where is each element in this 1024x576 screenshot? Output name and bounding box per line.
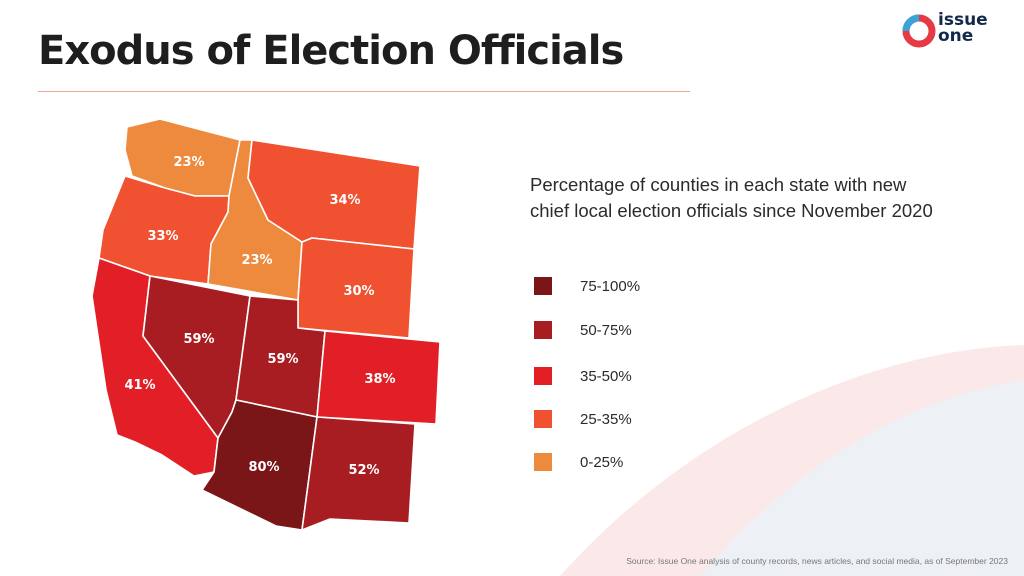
state-label-california: 41% [124, 378, 155, 393]
legend-label: 0-25% [580, 453, 624, 471]
state-colorado [316, 330, 441, 425]
state-label-new-mexico: 52% [348, 463, 379, 478]
state-label-nevada: 59% [183, 332, 214, 347]
legend-item-35-50: 35-50% [534, 366, 632, 386]
legend-swatch [534, 410, 552, 428]
legend-label: 50-75% [580, 321, 632, 339]
legend-label: 25-35% [580, 410, 632, 428]
state-label-idaho: 23% [241, 253, 272, 268]
legend-item-75-100: 75-100% [534, 276, 640, 296]
page-title: Exodus of Election Officials [38, 28, 624, 74]
title-divider [38, 91, 690, 92]
state-label-arizona: 80% [248, 460, 279, 475]
legend-item-25-35: 25-35% [534, 409, 632, 429]
state-label-colorado: 38% [364, 372, 395, 387]
issue-one-logo: issue one [902, 10, 1012, 56]
logo-word-one: one [938, 26, 974, 46]
logo-mark-icon [902, 14, 936, 48]
legend-swatch [534, 453, 552, 471]
logo-word-issue: issue [938, 10, 988, 30]
state-label-washington: 23% [173, 155, 204, 170]
state-label-oregon: 33% [147, 229, 178, 244]
state-label-montana: 34% [329, 193, 360, 208]
legend-heading: Percentage of counties in each state wit… [530, 174, 933, 221]
state-label-utah: 59% [267, 352, 298, 367]
state-label-wyoming: 30% [343, 284, 374, 299]
legend-item-0-25: 0-25% [534, 452, 623, 472]
legend-label: 35-50% [580, 367, 632, 385]
legend-label: 75-100% [580, 277, 641, 295]
legend-swatch [534, 367, 552, 385]
legend-swatch [534, 277, 552, 295]
legend-swatch [534, 321, 552, 339]
state-new-mexico [301, 416, 416, 531]
source-note: Source: Issue One analysis of county rec… [626, 556, 1008, 566]
legend-item-50-75: 50-75% [534, 320, 632, 340]
